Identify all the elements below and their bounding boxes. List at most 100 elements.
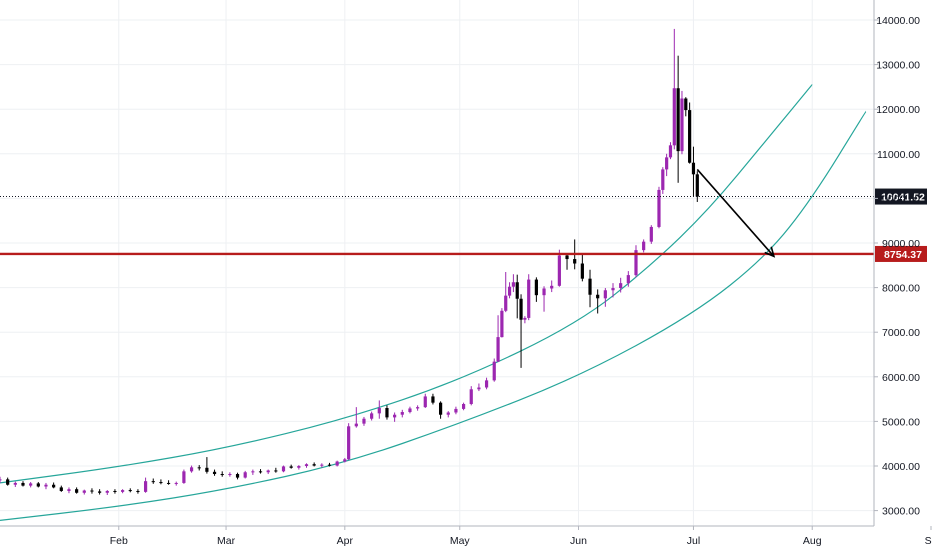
- candle-bullish: [634, 245, 638, 278]
- forecast-arrow[interactable]: [696, 168, 775, 257]
- candle-bullish: [423, 393, 427, 409]
- candle-body: [143, 481, 148, 492]
- candle-bearish: [534, 277, 538, 302]
- candle-bearish: [327, 462, 332, 467]
- time-axis[interactable]: Feb Mar Apr May Jun Jul Aug Se: [0, 525, 932, 547]
- grid-lines: [0, 0, 874, 526]
- candle-bullish: [347, 423, 351, 461]
- candle-body: [362, 418, 366, 424]
- candle-bullish: [661, 167, 665, 194]
- candle-bullish: [665, 153, 669, 177]
- candle-bullish: [29, 482, 33, 488]
- candle-bullish: [174, 481, 178, 486]
- candle-bullish: [527, 274, 531, 321]
- candle-body: [212, 471, 217, 475]
- candle-bullish: [304, 463, 309, 468]
- candle-body: [182, 471, 186, 483]
- candle-bullish: [0, 476, 2, 483]
- candle-bearish: [515, 274, 519, 319]
- candle-body: [266, 470, 270, 473]
- candle-body: [189, 467, 194, 472]
- candle-bullish: [251, 469, 255, 475]
- candle-body: [688, 110, 692, 163]
- y-tick-label: 13000.00: [876, 60, 920, 72]
- candle-body: [484, 380, 489, 388]
- candle-body: [52, 484, 56, 488]
- candle-body: [6, 479, 10, 485]
- candle-bullish: [680, 90, 684, 155]
- candle-bullish: [484, 377, 489, 390]
- candle-bearish: [75, 487, 79, 494]
- candle-body: [304, 464, 309, 466]
- candle-bearish: [205, 457, 209, 474]
- candle-bearish: [588, 269, 592, 308]
- candle-bearish: [596, 289, 600, 314]
- candle-body: [105, 490, 109, 493]
- candle-body: [335, 461, 339, 466]
- candle-bullish: [44, 482, 48, 490]
- candle-body: [596, 294, 600, 299]
- support-label-bg: [875, 245, 927, 262]
- candle-bearish: [21, 481, 25, 487]
- candle-body: [423, 396, 427, 408]
- candle-bullish: [370, 411, 374, 421]
- candle-body: [13, 482, 17, 485]
- candle-bullish: [657, 186, 661, 229]
- candle-bullish: [642, 239, 646, 253]
- candle-bearish: [6, 477, 10, 486]
- candle-bullish: [523, 316, 527, 324]
- candle-bearish: [90, 488, 94, 494]
- candle-bullish: [393, 412, 397, 422]
- candle-body: [588, 278, 592, 295]
- candle-body: [580, 263, 584, 279]
- candle-body: [251, 471, 255, 473]
- x-tick-label: Feb: [110, 535, 128, 547]
- y-tick-label: 12000.00: [876, 104, 920, 116]
- candle-body: [611, 288, 615, 291]
- candle-body: [228, 474, 232, 476]
- candle-bearish: [565, 254, 569, 270]
- candle-bullish: [619, 277, 623, 293]
- candle-body: [36, 483, 40, 487]
- price-axis[interactable]: 14000.00 13000.00 12000.00 11000.00 10000.00…: [873, 0, 920, 526]
- candle-bullish: [550, 280, 554, 293]
- candle-bullish: [603, 288, 607, 307]
- candle-bearish: [113, 489, 117, 494]
- candle-body: [90, 490, 94, 492]
- candle-body: [438, 402, 443, 415]
- candle-body: [21, 482, 25, 486]
- candle-body: [657, 189, 661, 227]
- candle-body: [258, 471, 263, 473]
- candle-bearish: [580, 254, 584, 282]
- candle-body: [665, 157, 669, 170]
- forecast-arrow-head: [764, 246, 776, 258]
- y-tick-label: 10000.00: [876, 193, 920, 205]
- candle-bullish: [400, 409, 404, 418]
- x-tick-label: Se: [925, 535, 932, 547]
- candle-body: [151, 481, 155, 483]
- last-price-label: 10041.52: [881, 192, 925, 204]
- candle-body: [496, 337, 500, 362]
- candle-body: [557, 255, 561, 286]
- candle-body: [603, 290, 607, 299]
- candle-body: [400, 412, 404, 415]
- candle-bullish: [626, 271, 630, 287]
- candle-bullish: [13, 481, 17, 487]
- candle-bullish: [189, 465, 194, 473]
- candle-body: [469, 389, 473, 405]
- candle-bullish: [504, 271, 508, 313]
- candle-body: [159, 482, 163, 484]
- candle-bullish: [496, 315, 500, 363]
- candle-body: [44, 484, 48, 487]
- candle-bullish: [557, 249, 561, 287]
- candle-bullish: [408, 406, 412, 414]
- candle-bearish: [151, 478, 155, 484]
- candle-bullish: [320, 463, 324, 468]
- candle-body: [354, 423, 358, 427]
- candle-body: [565, 255, 569, 260]
- candle-bearish: [59, 485, 63, 492]
- lower-channel-line: [0, 110, 867, 521]
- candle-body: [82, 490, 86, 493]
- candle-body: [385, 408, 389, 418]
